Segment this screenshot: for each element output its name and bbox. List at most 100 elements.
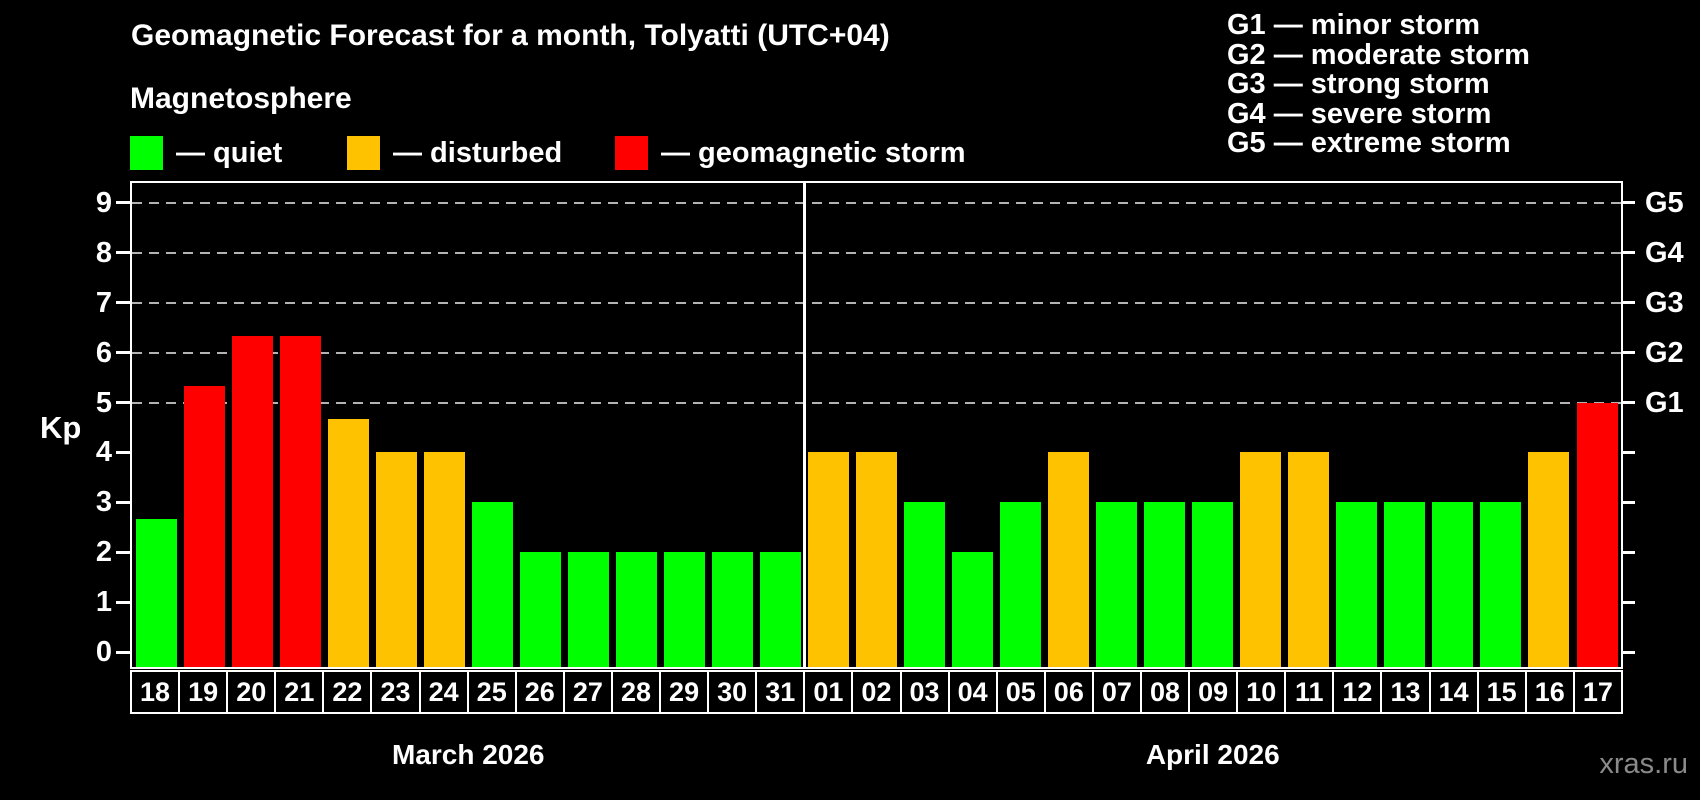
bar-day-03 [904, 502, 945, 667]
y-tick-label-5: 5 [95, 386, 112, 419]
day-label-18: 18 [130, 670, 181, 714]
bar-day-22 [327, 419, 369, 667]
bar-day-09 [1192, 502, 1234, 667]
y-axis-title: Kp [40, 410, 82, 445]
legend-item-storm: — geomagnetic storm [615, 134, 966, 172]
y-tick-label-0: 0 [95, 636, 112, 668]
bar-day-28 [615, 552, 657, 667]
g-axis-label-g3: G3 [1645, 286, 1684, 319]
bar-day-15 [1480, 502, 1522, 667]
y-tick-left-0 [116, 650, 130, 654]
y-tick-left-3 [116, 500, 130, 504]
y-tick-right-6 [1621, 351, 1635, 355]
gridline-g3 [132, 301, 1621, 304]
legend-item-disturbed: — disturbed [347, 134, 562, 172]
magnetosphere-label: Magnetosphere [130, 82, 352, 115]
bar-day-06 [1048, 452, 1090, 667]
bar-day-04 [952, 552, 993, 667]
day-label-15: 15 [1476, 670, 1527, 714]
bar-day-16 [1528, 452, 1570, 667]
day-label-21: 21 [274, 670, 325, 714]
g-legend-line-3: G3 — strong storm [1227, 68, 1490, 100]
watermark: xras.ru [1599, 748, 1688, 780]
day-label-09: 09 [1188, 670, 1239, 714]
month-label-1: March 2026 [391, 739, 545, 770]
y-tick-left-1 [116, 600, 130, 604]
bar-day-07 [1096, 502, 1138, 667]
bar-day-20 [231, 336, 273, 667]
g-axis-label-g4: G4 [1645, 236, 1684, 269]
bar-day-19 [183, 386, 225, 667]
month-label-2: April 2026 [1145, 739, 1280, 770]
y-tick-label-7: 7 [95, 286, 112, 319]
y-tick-right-4 [1621, 450, 1635, 454]
day-label-23: 23 [370, 670, 421, 714]
page-title: Geomagnetic Forecast for a month, Tolyat… [131, 19, 890, 52]
day-label-27: 27 [562, 670, 613, 714]
gridline-g5 [132, 201, 1621, 204]
g-axis-label-g1: G1 [1645, 386, 1684, 419]
bar-day-13 [1384, 502, 1426, 667]
day-axis: 18 19 20 21 22 23 24 25 26 27 28 29 30 31 01 02 03 04 05 06… [130, 670, 1623, 714]
y-tick-left-5 [116, 401, 130, 404]
y-tick-right-9 [1621, 201, 1635, 205]
legend-label-disturbed: — disturbed [393, 136, 563, 169]
day-label-20: 20 [226, 670, 277, 714]
bar-day-01 [808, 452, 849, 667]
day-label-22: 22 [322, 670, 373, 714]
y-tick-right-7 [1621, 301, 1635, 305]
quiet-swatch-icon [130, 136, 163, 170]
day-label-01: 01 [803, 670, 854, 714]
day-label-07: 07 [1091, 670, 1142, 714]
disturbed-swatch-icon [347, 136, 380, 170]
bar-day-26 [519, 552, 561, 667]
y-tick-label-6: 6 [95, 336, 112, 369]
legend-item-quiet: — quiet [130, 134, 282, 172]
y-tick-left-6 [116, 351, 130, 355]
g-legend-line-4: G4 — severe storm [1227, 97, 1492, 130]
y-tick-label-3: 3 [95, 486, 112, 519]
bar-day-02 [856, 452, 897, 667]
y-tick-left-7 [116, 301, 130, 305]
y-tick-right-1 [1621, 600, 1635, 604]
y-tick-right-0 [1621, 650, 1635, 654]
bar-day-24 [423, 452, 465, 667]
storm-swatch-icon [615, 136, 648, 170]
gridline-g2 [132, 351, 1621, 354]
y-tick-label-1: 1 [95, 586, 112, 619]
g-legend-line-5: G5 — extreme storm [1227, 127, 1511, 159]
y-tick-right-5 [1621, 401, 1635, 404]
day-label-11: 11 [1284, 670, 1335, 714]
month-separator-line [803, 183, 806, 667]
bar-day-17 [1576, 402, 1618, 667]
bar-day-25 [471, 502, 513, 667]
g-legend-line-1: G1 — minor storm [1227, 9, 1480, 41]
day-label-14: 14 [1428, 670, 1479, 714]
bar-day-10 [1240, 452, 1282, 667]
g-scale-legend: G1 — minor storm G2 — moderate storm G3 — … [1227, 9, 1530, 159]
y-tick-left-9 [116, 201, 130, 205]
y-tick-right-3 [1621, 500, 1635, 504]
bar-day-27 [567, 552, 609, 667]
bar-day-08 [1144, 502, 1186, 667]
gridline-g1 [132, 401, 1621, 404]
bar-day-05 [1000, 502, 1042, 667]
g-axis-label-g2: G2 [1645, 336, 1684, 369]
day-label-13: 13 [1380, 670, 1431, 714]
day-label-04: 04 [947, 670, 998, 714]
legend-label-quiet: — quiet [176, 136, 283, 169]
y-tick-label-9: 9 [95, 186, 112, 219]
y-tick-left-2 [116, 550, 130, 554]
bar-day-14 [1432, 502, 1474, 667]
day-label-05: 05 [995, 670, 1046, 714]
y-tick-label-4: 4 [95, 436, 112, 469]
y-tick-left-4 [116, 450, 130, 454]
day-label-06: 06 [1043, 670, 1094, 714]
bar-day-31 [759, 552, 801, 667]
y-tick-left-8 [116, 251, 130, 255]
day-label-19: 19 [178, 670, 229, 714]
day-label-24: 24 [418, 670, 469, 714]
gridline-g4 [132, 251, 1621, 254]
y-tick-label-2: 2 [95, 536, 112, 569]
